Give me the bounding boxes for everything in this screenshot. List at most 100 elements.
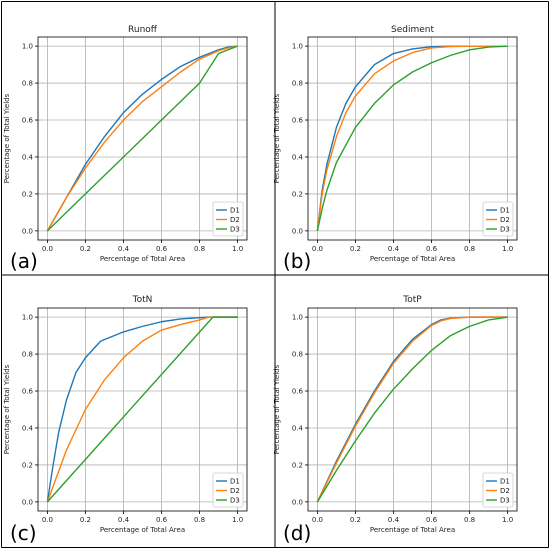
legend-label-d2: D2: [230, 216, 240, 224]
series-line-d2: [316, 316, 508, 503]
x-tick-label: 0.8: [194, 516, 205, 524]
y-tick-label: 0.8: [292, 351, 303, 359]
y-tick-label: 0.6: [22, 388, 34, 396]
y-tick-label: 0.4: [292, 153, 304, 161]
y-tick-label: 0.4: [22, 153, 34, 161]
x-tick-label: 0.6: [426, 516, 438, 524]
chart-panel-4: 0.0 0.2 0.4 0.6 0.8 1.0 0.0 0.2 0.4 0.6 0.8 1.0 TotP…: [273, 295, 518, 545]
chart-title: TotN: [132, 295, 153, 305]
panel-label: (a): [10, 249, 38, 273]
y-tick-label: 0.8: [292, 80, 303, 88]
series-line-d1: [46, 45, 238, 232]
y-tick-label: 0.8: [22, 351, 33, 359]
y-tick-label: 0.6: [22, 117, 34, 125]
legend-label-d1: D1: [500, 207, 510, 215]
x-tick-label: 0.0: [312, 245, 323, 253]
x-axis-label: Percentage of Total Area: [100, 526, 185, 534]
grid: [38, 37, 247, 240]
legend-label-d3: D3: [230, 226, 240, 234]
x-tick-label: 0.8: [464, 245, 475, 253]
legend-label-d2: D2: [500, 487, 510, 495]
series-line-d3: [316, 45, 508, 232]
x-tick-label: 0.2: [350, 516, 361, 524]
series-line-d3: [46, 316, 238, 503]
y-tick-label: 1.0: [22, 43, 33, 51]
x-axis-label: Percentage of Total Area: [370, 255, 455, 263]
y-tick-label: 0.2: [22, 461, 33, 469]
series-line-d1: [46, 316, 238, 502]
x-axis-label: Percentage of Total Area: [100, 255, 185, 263]
x-tick-label: 0.0: [42, 516, 53, 524]
y-tick-label: 1.0: [292, 314, 303, 322]
x-tick-label: 0.6: [156, 516, 168, 524]
y-tick-label: 1.0: [22, 314, 33, 322]
chart-title: TotP: [402, 295, 422, 305]
y-tick-label: 0.2: [292, 190, 303, 198]
chart-panel-1: 0.0 0.2 0.4 0.6 0.8 1.0 0.0 0.2 0.4 0.6 0.8 1.0 Runo…: [3, 25, 248, 273]
x-tick-label: 0.8: [464, 516, 475, 524]
x-tick-label: 0.0: [42, 245, 53, 253]
axes-frame: [37, 307, 248, 512]
y-tick-label: 0.0: [22, 498, 33, 506]
grid: [308, 308, 517, 511]
x-tick-label: 0.4: [118, 516, 130, 524]
chart-panel-2: 0.0 0.2 0.4 0.6 0.8 1.0 0.0 0.2 0.4 0.6 0.8 1.0 Sedi…: [273, 25, 518, 273]
x-tick-label: 1.0: [502, 516, 513, 524]
axes-frame: [37, 36, 248, 241]
x-tick-label: 0.4: [388, 516, 400, 524]
x-axis-label: Percentage of Total Area: [370, 526, 455, 534]
legend-label-d2: D2: [230, 487, 240, 495]
y-axis-label: Percentage of Total Yields: [3, 93, 11, 183]
y-axis-label: Percentage of Total Yields: [273, 93, 281, 183]
legend-label-d1: D1: [230, 478, 240, 486]
panel-label: (c): [10, 521, 37, 545]
y-tick-label: 0.2: [22, 190, 33, 198]
series-line-d2: [316, 45, 508, 231]
y-tick-label: 0.0: [292, 498, 303, 506]
legend-label-d2: D2: [500, 216, 510, 224]
x-tick-label: 1.0: [232, 245, 243, 253]
y-tick-label: 0.0: [22, 227, 33, 235]
y-axis-label: Percentage of Total Yields: [273, 364, 281, 454]
x-tick-label: 0.4: [388, 245, 400, 253]
series-line-d2: [46, 45, 238, 232]
x-tick-label: 0.0: [312, 516, 323, 524]
y-tick-label: 0.4: [292, 424, 304, 432]
chart-title: Sediment: [391, 25, 434, 35]
y-tick-label: 0.4: [22, 424, 34, 432]
x-tick-label: 0.8: [194, 245, 205, 253]
series-line-d2: [46, 316, 238, 503]
x-tick-label: 1.0: [232, 516, 243, 524]
axes-frame: [307, 36, 518, 241]
y-tick-label: 0.8: [22, 80, 33, 88]
x-tick-label: 0.2: [80, 516, 91, 524]
legend-label-d3: D3: [500, 226, 510, 234]
x-tick-label: 0.2: [350, 245, 361, 253]
chart-panel-3: 0.0 0.2 0.4 0.6 0.8 1.0 0.0 0.2 0.4 0.6 0.8 1.0 TotN…: [3, 295, 248, 545]
x-tick-label: 0.6: [156, 245, 168, 253]
x-tick-label: 0.2: [80, 245, 91, 253]
series-line-d3: [46, 45, 238, 232]
legend-label-d3: D3: [500, 497, 510, 505]
x-tick-label: 0.6: [426, 245, 438, 253]
y-tick-label: 1.0: [292, 43, 303, 51]
panel-label: (b): [283, 249, 311, 273]
x-tick-label: 0.4: [118, 245, 130, 253]
y-tick-label: 0.0: [292, 227, 303, 235]
y-tick-label: 0.2: [292, 461, 303, 469]
y-tick-label: 0.6: [292, 388, 304, 396]
legend-label-d1: D1: [500, 478, 510, 486]
y-axis-label: Percentage of Total Yields: [3, 364, 11, 454]
axes-frame: [307, 307, 518, 512]
legend-label-d3: D3: [230, 497, 240, 505]
x-tick-label: 1.0: [502, 245, 513, 253]
legend-label-d1: D1: [230, 207, 240, 215]
panel-label: (d): [283, 521, 311, 545]
chart-title: Runoff: [128, 25, 158, 35]
